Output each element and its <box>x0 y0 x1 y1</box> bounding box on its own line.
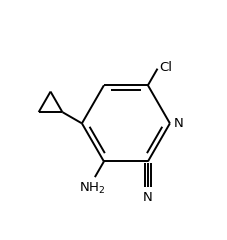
Text: NH$_2$: NH$_2$ <box>79 180 106 196</box>
Text: Cl: Cl <box>159 61 172 74</box>
Text: N: N <box>174 117 184 130</box>
Text: N: N <box>143 192 153 204</box>
